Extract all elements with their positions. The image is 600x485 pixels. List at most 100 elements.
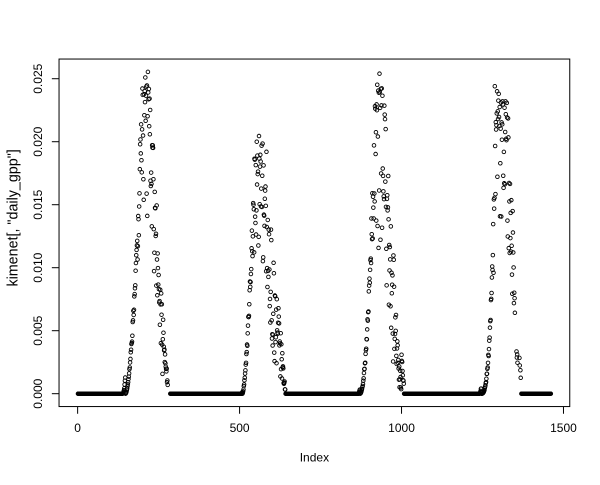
data-point bbox=[492, 143, 498, 149]
data-point bbox=[511, 265, 516, 270]
data-point bbox=[487, 335, 492, 340]
data-point bbox=[268, 227, 274, 232]
data-point bbox=[493, 191, 498, 197]
data-point bbox=[367, 280, 373, 285]
data-point bbox=[274, 360, 279, 366]
data-point bbox=[383, 179, 388, 184]
data-point bbox=[148, 183, 154, 189]
data-point bbox=[260, 141, 265, 146]
data-point bbox=[140, 133, 146, 138]
data-point bbox=[263, 184, 268, 189]
data-point bbox=[372, 191, 377, 196]
data-point bbox=[271, 270, 277, 276]
data-point bbox=[251, 250, 257, 255]
data-point bbox=[379, 86, 385, 91]
data-point bbox=[132, 294, 137, 299]
data-point bbox=[394, 353, 399, 359]
data-point bbox=[510, 208, 515, 214]
data-point bbox=[155, 265, 161, 271]
data-point bbox=[162, 347, 167, 352]
data-point bbox=[156, 272, 161, 278]
data-point bbox=[280, 364, 286, 369]
data-point bbox=[508, 235, 513, 241]
data-point bbox=[253, 220, 258, 226]
x-axis: 0 500 1000 1500 bbox=[74, 406, 577, 435]
data-point bbox=[390, 273, 395, 278]
data-point bbox=[141, 176, 146, 182]
data-point bbox=[139, 170, 145, 175]
data-point bbox=[500, 173, 506, 178]
data-point bbox=[485, 360, 491, 366]
data-point bbox=[383, 126, 388, 132]
data-point bbox=[361, 376, 366, 381]
x-tick-label: 500 bbox=[230, 421, 250, 435]
data-point bbox=[124, 386, 130, 391]
data-point bbox=[505, 218, 510, 223]
data-point bbox=[156, 282, 161, 287]
data-point bbox=[255, 169, 261, 174]
data-point bbox=[273, 335, 279, 340]
data-point bbox=[400, 368, 405, 374]
data-point bbox=[132, 291, 137, 297]
data-point bbox=[500, 99, 505, 104]
data-point bbox=[270, 343, 275, 348]
x-tick-label: 0 bbox=[74, 421, 81, 435]
data-point bbox=[485, 365, 490, 370]
data-point bbox=[375, 134, 381, 139]
data-point bbox=[139, 157, 144, 163]
data-point bbox=[271, 311, 276, 317]
data-point bbox=[379, 225, 385, 231]
data-point bbox=[511, 300, 517, 306]
data-point bbox=[495, 174, 500, 179]
data-point bbox=[242, 378, 247, 383]
data-point bbox=[143, 118, 148, 124]
data-point bbox=[147, 132, 153, 137]
data-point bbox=[134, 247, 139, 253]
data-point bbox=[392, 336, 397, 342]
data-point bbox=[366, 289, 372, 294]
data-point bbox=[374, 82, 380, 88]
data-point bbox=[127, 365, 133, 370]
data-point bbox=[164, 379, 170, 385]
data-point bbox=[251, 206, 257, 212]
data-point bbox=[130, 318, 136, 323]
data-point bbox=[282, 379, 287, 384]
data-point bbox=[489, 275, 495, 280]
data-point bbox=[271, 350, 277, 355]
data-point bbox=[150, 143, 156, 148]
data-point bbox=[276, 306, 281, 311]
data-point bbox=[504, 100, 510, 106]
data-point bbox=[511, 250, 516, 255]
data-point bbox=[151, 226, 156, 232]
data-point bbox=[378, 237, 383, 242]
data-point bbox=[496, 114, 502, 120]
data-point bbox=[497, 104, 502, 110]
data-point bbox=[152, 189, 157, 195]
data-point bbox=[265, 284, 270, 290]
data-point bbox=[134, 238, 140, 244]
data-point bbox=[504, 115, 510, 120]
data-point bbox=[380, 173, 386, 179]
data-point bbox=[368, 256, 374, 261]
data-point bbox=[241, 382, 247, 387]
data-point bbox=[270, 332, 276, 337]
data-point bbox=[144, 191, 149, 196]
data-point bbox=[252, 214, 258, 219]
data-point bbox=[137, 191, 142, 196]
data-point bbox=[280, 351, 285, 356]
data-point bbox=[363, 360, 368, 365]
data-point bbox=[501, 149, 507, 155]
data-point bbox=[495, 109, 500, 114]
data-point bbox=[158, 291, 164, 296]
data-point bbox=[264, 149, 269, 155]
data-point bbox=[245, 323, 251, 328]
data-point bbox=[164, 366, 169, 371]
data-point bbox=[368, 260, 374, 266]
data-point bbox=[512, 310, 518, 316]
data-point bbox=[151, 176, 156, 182]
data-point bbox=[376, 188, 382, 193]
data-point bbox=[494, 122, 499, 128]
